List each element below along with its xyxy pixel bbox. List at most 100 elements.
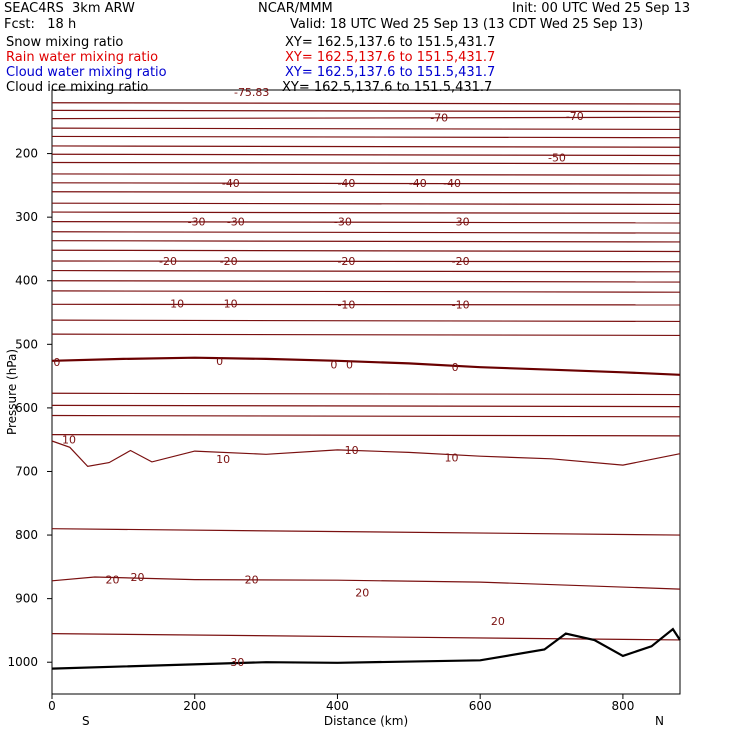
isotherm-line [51,333,681,337]
header-model: SEAC4RS 3km ARW [4,1,135,16]
isotherm-line [51,202,681,206]
contour-label: -30 [188,216,206,229]
y-tick-label: 700 [15,464,38,478]
contour-label: 20 [491,615,505,628]
contour-label: -20 [220,255,238,268]
x-tick-label: 600 [469,699,492,713]
contour-label: 20 [355,586,369,599]
isotherm-line [51,269,681,273]
contour-label: -40 [409,177,427,190]
contour-label: 0 [452,361,459,374]
contour-label: -10 [337,298,355,311]
y-tick-label: 300 [15,210,38,224]
x-tick-label: 400 [326,699,349,713]
isotherm-line [51,161,681,165]
y-tick-label: 600 [15,401,38,415]
isotherm--10 [51,303,681,306]
x-end-label-right: N [655,714,664,728]
isotherm-line [51,135,681,139]
header-init: Init: 00 UTC Wed 25 Sep 13 [512,1,691,16]
isotherm-line [51,633,681,641]
isotherm--30 [51,221,681,224]
header-valid: Valid: 18 UTC Wed 25 Sep 13 (13 CDT Wed … [290,17,644,32]
isotherm-line [51,211,681,214]
x-tick-label: 200 [183,699,206,713]
contour-label: -30 [227,216,245,229]
contour-label: 20 [106,574,120,587]
contour-label: -75.83 [234,86,269,99]
isotherm-line [51,528,681,536]
isotherm-0 [51,356,681,376]
field-name-cloud-ice: Cloud ice mixing ratio [6,80,149,95]
y-tick-label: 800 [15,528,38,542]
y-tick-label: 200 [15,147,38,161]
x-tick-label: 800 [611,699,634,713]
contour-label: -70 [566,110,584,123]
contour-label: 20 [131,571,145,584]
isotherm-line [51,153,681,157]
contour-label: -30 [452,216,470,229]
header-fcst: Fcst: 18 h [4,17,77,32]
isotherm-20 [51,576,681,590]
field-xy-cloud-water: XY= 162.5,137.6 to 151.5,431.7 [285,65,496,80]
isotherm-line [51,127,681,131]
field-name-cloud-water: Cloud water mixing ratio [6,65,167,80]
isotherm-line [51,414,681,418]
isotherm--20 [51,260,681,263]
contour-label: 0 [346,359,353,372]
y-tick-label: 900 [15,592,38,606]
field-name-snow: Snow mixing ratio [6,35,124,50]
contour-label: 30 [230,656,244,669]
contour-label: -10 [166,298,184,311]
contour-label: 0 [53,356,60,369]
header-center: NCAR/MMM [258,1,333,16]
contour-label: -70 [430,111,448,124]
contour-label: 10 [345,444,359,457]
y-axis-title: Pressure (hPa) [5,349,19,435]
contour-label: -10 [452,298,470,311]
contour-label: 10 [216,453,230,466]
isotherm-line [51,280,681,283]
isotherm-line [51,145,681,148]
isotherm-10 [51,440,681,468]
contour-label: -20 [159,255,177,268]
y-tick-label: 1000 [7,655,38,669]
isotherm-line [51,109,681,113]
contour-label: -40 [222,177,240,190]
isotherm-line [51,240,681,243]
x-end-label-left: S [82,714,90,728]
isotherm-line [51,173,681,176]
contour-label: 10 [62,434,76,447]
contour-label: 0 [330,359,337,372]
isotherm--70 [51,116,681,120]
isotherm-line [51,102,681,105]
contour-label: -10 [220,298,238,311]
field-xy-cloud-ice: XY= 162.5,137.6 to 151.5,431.7 [282,80,493,95]
isotherm-line [51,404,681,408]
plot-frame [51,89,681,695]
contour-label: -20 [452,255,470,268]
field-xy-snow: XY= 162.5,137.6 to 151.5,431.7 [285,35,496,50]
isotherm-line [51,290,681,293]
isotherm-line [51,392,681,396]
contour-label: 20 [245,574,259,587]
y-tick-label: 500 [15,337,38,351]
isotherm-line [51,433,681,437]
contour-label: -30 [334,216,352,229]
contour-label: -20 [337,255,355,268]
terrain-line [51,627,681,670]
x-tick-label: 0 [48,699,56,713]
field-name-rain: Rain water mixing ratio [6,50,159,65]
contour-label: -40 [443,177,461,190]
contour-label: 0 [216,355,223,368]
isotherm-line [51,231,681,234]
field-xy-rain: XY= 162.5,137.6 to 151.5,431.7 [285,50,496,65]
contour-label: 10 [445,451,459,464]
y-tick-label: 400 [15,274,38,288]
isotherm--40 [51,182,681,185]
contour-label: -40 [337,177,355,190]
isotherm-line [51,191,681,194]
isotherm-line [51,249,681,253]
x-axis-title: Distance (km) [324,714,408,728]
